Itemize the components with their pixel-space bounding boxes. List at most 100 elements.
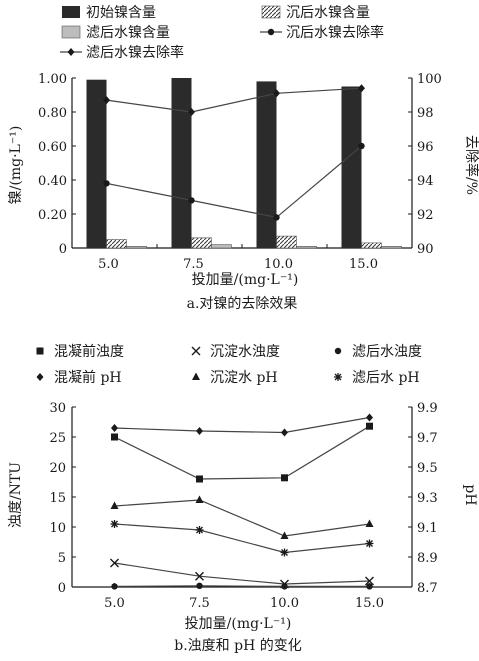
- legend-label: 沉后水镍去除率: [286, 24, 384, 41]
- data-point: [358, 142, 365, 150]
- data-point: [366, 422, 373, 430]
- chart-b-y2label: pH: [462, 484, 478, 505]
- y2-tick-label: 90: [417, 242, 434, 257]
- bar: [341, 86, 362, 248]
- legend-marker: [334, 347, 342, 355]
- legend-label: 沉淀水浊度: [210, 344, 280, 360]
- y-tick-label: 0: [59, 242, 67, 257]
- y2-tick-label: 8.7: [417, 581, 438, 596]
- data-point: [111, 433, 118, 441]
- y2-tick-label: 9.1: [417, 521, 438, 536]
- legend-swatch: [62, 6, 80, 18]
- data-point: [273, 89, 280, 98]
- y-tick-label: 1.00: [38, 72, 67, 87]
- data-point: [111, 583, 118, 590]
- bar: [126, 246, 147, 249]
- y-tick-label: 5: [58, 551, 66, 566]
- data-point: [281, 428, 288, 437]
- legend-swatch: [61, 25, 81, 39]
- data-point: [280, 531, 289, 539]
- data-point: [273, 214, 280, 221]
- legend-marker: [192, 372, 200, 380]
- bar: [211, 244, 232, 249]
- y-tick-label: 0: [58, 581, 66, 596]
- y2-tick-label: 9.5: [417, 461, 438, 476]
- chart-a-lines: [103, 84, 365, 221]
- data-point: [195, 495, 204, 503]
- y-tick-label: 15: [49, 491, 66, 506]
- chart-b-lines: [110, 413, 374, 590]
- chart-a-y2label: 去除率/%: [463, 135, 479, 195]
- x-tick-label: 5.0: [104, 596, 125, 611]
- legend-label: 混凝前浊度: [54, 343, 124, 360]
- legend-label: 初始镍含量: [86, 4, 156, 21]
- series-line: [106, 145, 362, 219]
- y-tick-label: 0.60: [38, 140, 67, 155]
- chart-b-subtitle: b.浊度和 pH 的变化: [174, 638, 301, 654]
- chart-b-ylabel: 浊度/NTU: [8, 462, 24, 528]
- data-point: [358, 84, 365, 93]
- data-point: [110, 501, 119, 509]
- data-point: [365, 576, 374, 586]
- chart-a-bars: [86, 78, 402, 249]
- legend-label: 混凝前 pH: [54, 369, 122, 386]
- data-point: [365, 539, 374, 548]
- y-tick-label: 0.40: [38, 174, 67, 189]
- chart-b-xlabel: 投加量/(mg·L⁻¹): [185, 616, 292, 632]
- y-tick-label: 20: [49, 461, 66, 476]
- x-tick-label: 15.0: [349, 257, 378, 272]
- y2-tick-label: 9.9: [417, 401, 438, 416]
- x-tick-label: 10.0: [270, 596, 299, 611]
- y2-tick-label: 94: [417, 174, 434, 189]
- y2-tick-label: 92: [417, 208, 434, 223]
- y-tick-label: 0.20: [38, 208, 67, 223]
- legend-marker: [334, 373, 342, 381]
- data-point: [195, 526, 204, 534]
- y2-tick-label: 8.9: [417, 551, 438, 566]
- legend-marker: [36, 347, 44, 355]
- legend-marker: [267, 28, 275, 36]
- legend-marker: [67, 48, 75, 56]
- bar: [86, 79, 107, 248]
- chart-b-axes: 0 5 10 15 20 25 30 8.7 8.9 9.1 9.3 9.5 9.7 9.9 5.0 7.5 1…: [49, 401, 437, 611]
- data-point: [196, 475, 203, 483]
- legend-label: 沉淀水 pH: [210, 370, 278, 386]
- data-point: [188, 108, 195, 116]
- y2-tick-label: 9.7: [417, 431, 438, 446]
- bar: [276, 235, 297, 249]
- x-tick-label: 7.5: [189, 596, 210, 611]
- chart-a-axes: 0 0.20 0.40 0.60 0.80 1.00 90 92 94 96 98 100 5.0 7.5…: [38, 72, 442, 272]
- y2-tick-label: 100: [417, 72, 442, 87]
- chart-a-ylabel: 镍/(mg·L⁻¹): [8, 126, 24, 205]
- data-point: [281, 474, 288, 482]
- series-line: [114, 585, 370, 587]
- bar: [106, 239, 127, 249]
- y2-tick-label: 98: [417, 106, 434, 121]
- data-point: [281, 583, 288, 590]
- y-tick-label: 25: [49, 431, 66, 446]
- data-point: [366, 413, 373, 422]
- data-point: [110, 520, 119, 528]
- series-line: [106, 87, 362, 113]
- y-tick-label: 30: [49, 401, 66, 416]
- series-line: [114, 425, 370, 480]
- legend-marker: [191, 346, 201, 356]
- legend-marker: [36, 373, 44, 381]
- data-point: [280, 548, 289, 557]
- data-point: [365, 519, 374, 527]
- data-point: [195, 571, 204, 581]
- bar: [256, 81, 277, 249]
- data-point: [103, 180, 110, 187]
- y-tick-label: 10: [49, 521, 66, 536]
- legend-label: 滤后水浊度: [352, 344, 422, 360]
- series-line: [114, 523, 370, 554]
- x-tick-label: 5.0: [98, 257, 119, 272]
- bar: [191, 237, 212, 249]
- series-line: [114, 562, 370, 585]
- bar: [381, 246, 402, 249]
- legend-swatch: [261, 5, 281, 19]
